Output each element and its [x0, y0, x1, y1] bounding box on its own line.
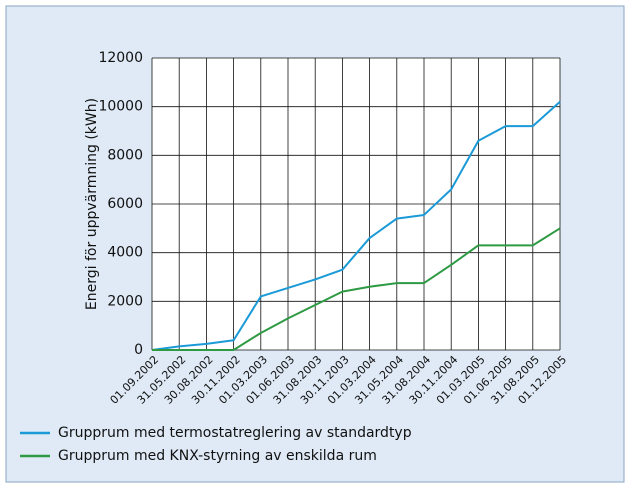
series-line — [152, 227, 561, 351]
y-axis-label: Energi för uppvärmning (kWh) — [84, 98, 100, 310]
y-tick-label: 12000 — [98, 50, 143, 66]
y-tick-label: 2000 — [107, 293, 143, 309]
y-tick-label: 10000 — [98, 99, 143, 115]
legend-label: Grupprum med termostatreglering av stand… — [58, 425, 412, 441]
y-tick-label: 4000 — [107, 245, 143, 261]
series-line — [151, 101, 561, 351]
y-tick-label: 6000 — [107, 196, 143, 212]
y-tick-label: 0 — [134, 342, 143, 358]
y-tick-label: 8000 — [107, 147, 143, 163]
legend-label: Grupprum med KNX-styrning av enskilda ru… — [58, 448, 377, 464]
